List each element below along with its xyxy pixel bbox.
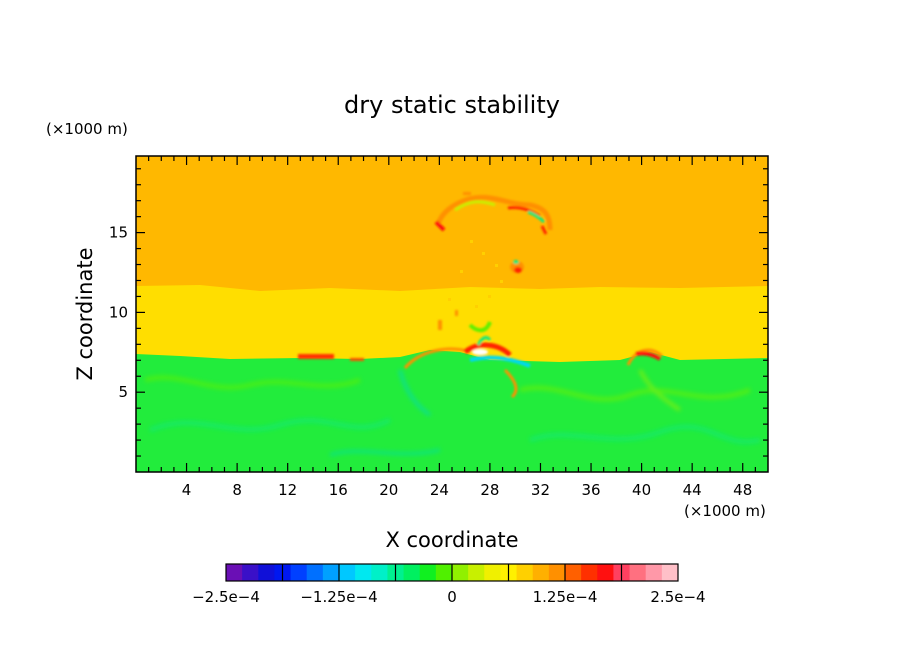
colorbar-swatch xyxy=(258,564,275,581)
colorbar-swatch xyxy=(322,564,340,581)
x-scale-note: (×1000 m) xyxy=(684,502,766,520)
colorbar: −2.5e−4 −1.25e−4 0 1.25e−4 2.5e−4 xyxy=(192,563,706,606)
x-tick-label: 4 xyxy=(182,481,192,499)
colorbar-swatch xyxy=(484,564,501,581)
layer-stratosphere xyxy=(136,156,768,296)
layer-lower-troposphere xyxy=(136,350,768,472)
colorbar-swatch xyxy=(661,564,679,581)
colorbar-swatch xyxy=(565,564,582,581)
colorbar-swatch xyxy=(403,564,421,581)
colorbar-tick-label: 0 xyxy=(447,588,457,606)
x-axis-label: X coordinate xyxy=(385,528,518,552)
colorbar-tick-label: −1.25e−4 xyxy=(300,588,377,606)
cloud-specks xyxy=(448,240,503,308)
x-tick-label: 20 xyxy=(379,481,398,499)
colorbar-swatch xyxy=(419,564,437,581)
y-axis-ticks: 5 10 15 xyxy=(109,168,768,457)
y-tick-label: 15 xyxy=(109,224,128,242)
colorbar-swatch xyxy=(532,564,550,581)
colorbar-swatch xyxy=(645,564,663,581)
x-tick-label: 44 xyxy=(683,481,702,499)
heatmap-field xyxy=(136,156,768,472)
turbulence-texture xyxy=(144,369,761,457)
colorbar-swatch xyxy=(597,564,614,581)
colorbar-swatch xyxy=(435,564,453,581)
colorbar-swatch xyxy=(581,564,598,581)
x-tick-label: 48 xyxy=(733,481,752,499)
y-axis-label: Z coordinate xyxy=(73,247,97,380)
colorbar-swatch xyxy=(290,564,308,581)
colorbar-swatch xyxy=(226,564,243,581)
x-axis-ticks: 4 8 12 16 20 24 28 32 36 40 44 48 xyxy=(148,156,756,499)
y-tick-label: 10 xyxy=(109,303,128,321)
layer-upper-troposphere xyxy=(136,285,768,362)
convective-features xyxy=(298,192,664,399)
x-tick-label: 8 xyxy=(232,481,242,499)
x-tick-label: 12 xyxy=(278,481,297,499)
x-tick-label: 36 xyxy=(581,481,600,499)
colorbar-swatch xyxy=(548,564,566,581)
colorbar-swatch xyxy=(452,564,469,581)
colorbar-tick-label: −2.5e−4 xyxy=(192,588,260,606)
colorbar-tick-label: 2.5e−4 xyxy=(650,588,705,606)
colorbar-tick-label: 1.25e−4 xyxy=(533,588,598,606)
colorbar-swatch xyxy=(355,564,372,581)
x-tick-label: 28 xyxy=(480,481,499,499)
x-tick-label: 24 xyxy=(430,481,449,499)
x-tick-label: 16 xyxy=(329,481,348,499)
colorbar-swatch xyxy=(629,564,647,581)
colorbar-frame xyxy=(225,563,679,582)
x-tick-label: 32 xyxy=(531,481,550,499)
colorbar-swatch xyxy=(306,564,324,581)
x-tick-label: 40 xyxy=(632,481,651,499)
colorbar-swatch xyxy=(371,564,388,581)
y-tick-label: 5 xyxy=(118,383,128,401)
colorbar-swatch xyxy=(242,564,259,581)
chart-title: dry static stability xyxy=(344,91,560,119)
y-scale-note: (×1000 m) xyxy=(46,120,128,138)
colorbar-swatch xyxy=(468,564,485,581)
colorbar-swatch xyxy=(339,564,356,581)
colorbar-swatch xyxy=(516,564,534,581)
